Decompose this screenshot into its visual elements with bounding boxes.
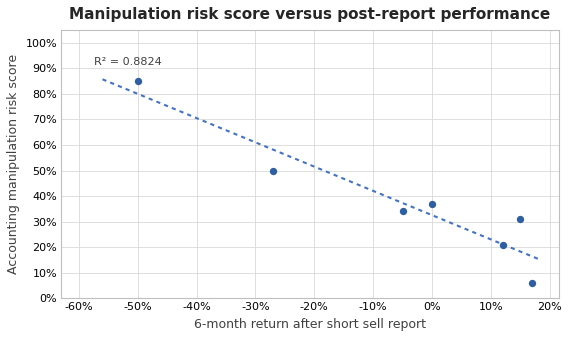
Title: Manipulation risk score versus post-report performance: Manipulation risk score versus post-repo… [70,7,551,22]
Point [516,216,525,222]
Y-axis label: Accounting manipulation risk score: Accounting manipulation risk score [7,54,20,274]
Point [498,242,507,247]
Point [428,201,437,207]
Text: R² = 0.8824: R² = 0.8824 [93,57,161,67]
Point [398,209,407,214]
X-axis label: 6-month return after short sell report: 6-month return after short sell report [194,318,426,331]
Point [527,280,536,286]
Point [268,168,278,173]
Point [133,78,142,84]
